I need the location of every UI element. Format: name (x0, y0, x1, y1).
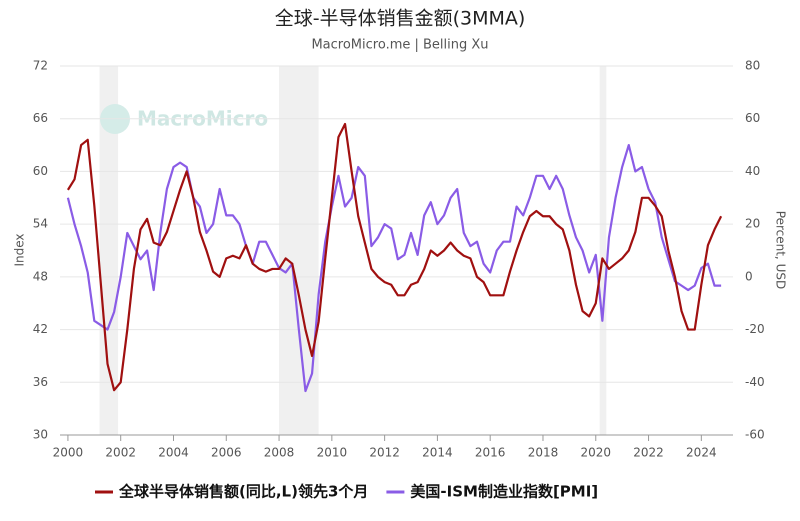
y2-tick-label: 60 (745, 111, 760, 125)
y-tick-label: 72 (33, 59, 48, 73)
x-tick-label: 2008 (264, 446, 295, 460)
series-line (66, 122, 723, 392)
y-tick-label: 60 (33, 164, 48, 178)
y2-tick-label: 0 (745, 269, 753, 283)
x-tick-label: 2018 (528, 446, 559, 460)
x-tick-label: 2016 (475, 446, 506, 460)
shaded-period (99, 66, 119, 435)
series-line (66, 143, 722, 393)
x-tick-label: 2010 (317, 446, 348, 460)
y-tick-label: 36 (33, 375, 48, 389)
legend-item: 美国-ISM制造业指数[PMI] (386, 483, 598, 501)
y2-tick-label: -60 (745, 428, 765, 442)
chart-title: 全球-半导体销售金额(3MMA) (275, 8, 526, 30)
legend-label: 全球半导体销售额(同比,L)领先3个月 (118, 483, 368, 501)
x-tick-label: 2000 (53, 446, 84, 460)
y2-tick-label: -20 (745, 322, 765, 336)
x-tick-label: 2004 (158, 446, 189, 460)
y2-tick-label: 40 (745, 164, 760, 178)
y-tick-label: 42 (33, 322, 48, 336)
y-tick-label: 54 (33, 217, 48, 231)
y-tick-label: 30 (33, 428, 48, 442)
y2-axis-label: Percent, USD (774, 211, 788, 289)
chart-subtitle: MacroMicro.me | Belling Xu (311, 38, 488, 53)
y-tick-label: 48 (33, 269, 48, 283)
legend-item: 全球半导体销售额(同比,L)领先3个月 (95, 483, 368, 501)
x-tick-label: 2014 (422, 446, 453, 460)
x-tick-label: 2002 (105, 446, 136, 460)
y-axis-label: Index (13, 233, 27, 266)
y2-tick-label: 80 (745, 59, 760, 73)
x-tick-label: 2012 (369, 446, 400, 460)
x-tick-label: 2024 (686, 446, 717, 460)
shaded-period (599, 66, 607, 435)
shaded-period (279, 66, 319, 435)
x-tick-label: 2022 (633, 446, 664, 460)
y2-tick-label: 20 (745, 217, 760, 231)
y-tick-label: 66 (33, 111, 48, 125)
x-tick-label: 2006 (211, 446, 242, 460)
legend-label: 美国-ISM制造业指数[PMI] (410, 483, 598, 501)
x-tick-label: 2020 (580, 446, 611, 460)
y2-tick-label: -40 (745, 375, 765, 389)
